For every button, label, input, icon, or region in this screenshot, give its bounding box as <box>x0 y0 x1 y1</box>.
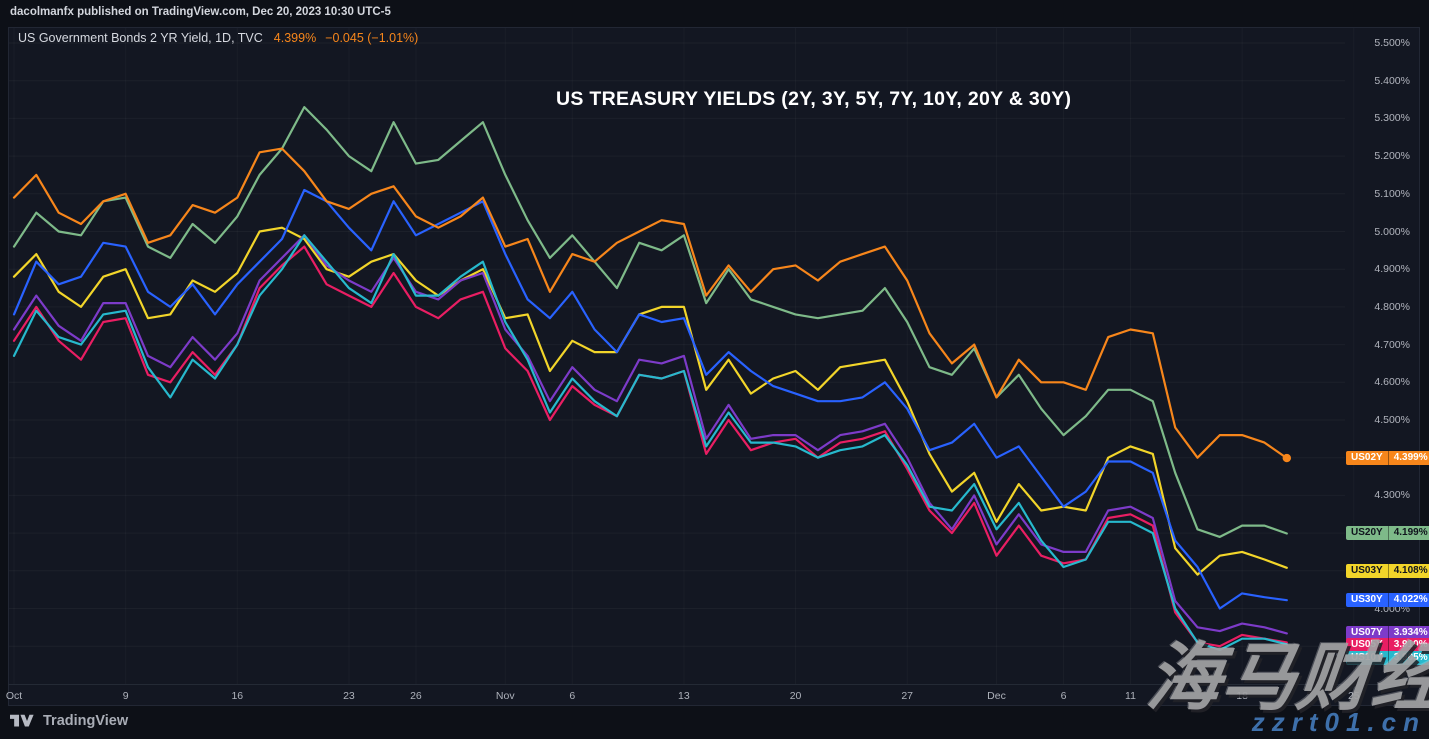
price-flag-us20y[interactable]: US20Y 4.199% <box>1346 526 1429 541</box>
price-tick-label: 5.500% <box>1374 37 1410 49</box>
flag-value: 4.399% <box>1387 451 1429 466</box>
price-tick-label: 4.500% <box>1374 414 1410 426</box>
legend-change: −0.045 (−1.01%) <box>325 31 419 45</box>
flag-value: 3.905% <box>1387 651 1429 666</box>
flag-symbol: US30Y <box>1351 594 1383 606</box>
price-flag-us02y[interactable]: US02Y 4.399% <box>1346 451 1429 466</box>
time-tick-label: 6 <box>1060 690 1067 702</box>
legend-values: 4.399% −0.045 (−1.01%) <box>274 31 419 45</box>
time-tick-label: 13 <box>678 690 690 702</box>
tradingview-logo-icon <box>10 713 35 729</box>
chart-legend[interactable]: US Government Bonds 2 YR Yield, 1D, TVC … <box>18 31 418 45</box>
flag-symbol: US20Y <box>1351 527 1383 539</box>
flag-value: 3.934% <box>1387 626 1429 641</box>
time-tick-label: 18 <box>1236 690 1248 702</box>
price-tick-label: 5.300% <box>1374 112 1410 125</box>
time-tick-label: Nov <box>495 690 515 702</box>
price-tick-label: 5.000% <box>1374 225 1410 238</box>
time-tick-label: 6 <box>569 690 576 702</box>
price-flag-us30y[interactable]: US30Y 4.022% <box>1346 593 1429 608</box>
time-tick-label: 9 <box>122 690 129 702</box>
flag-symbol: US03Y <box>1351 564 1383 576</box>
price-flag-us07y[interactable]: US07Y 3.934% <box>1346 626 1429 641</box>
chart-widget[interactable] <box>8 27 1420 706</box>
price-tick-label: 4.800% <box>1374 300 1410 313</box>
legend-last-price: 4.399% <box>273 31 317 45</box>
tradingview-brand[interactable]: TradingView <box>10 713 128 729</box>
price-flag-us10y[interactable]: US10Y 3.905% <box>1346 651 1429 666</box>
time-tick-label: 27 <box>901 690 914 702</box>
time-tick-label: 16 <box>231 690 244 702</box>
price-tick-label: 4.300% <box>1374 489 1410 502</box>
time-tick-label: 20 <box>789 690 802 702</box>
flag-symbol: US05Y <box>1351 639 1383 651</box>
price-tick-label: 4.600% <box>1374 376 1410 389</box>
chart-title-text: US TREASURY YIELDS (2Y, 3Y, 5Y, 7Y, 10Y,… <box>556 88 1072 110</box>
price-tick-label: 4.700% <box>1374 338 1410 351</box>
flag-value: 4.022% <box>1387 593 1429 608</box>
flag-value: 4.108% <box>1387 563 1429 578</box>
price-tick-label: 5.400% <box>1374 74 1410 87</box>
time-tick-label: Dec <box>987 690 1006 702</box>
time-tick-label: 11 <box>1125 690 1136 702</box>
publish-bar-text: dacolmanfx published on TradingView.com,… <box>10 6 391 18</box>
legend-symbol-title[interactable]: US Government Bonds 2 YR Yield, 1D, TVC <box>18 31 263 45</box>
watermark-url: zzrt01.cn <box>1251 707 1426 737</box>
time-tick-label: 26 <box>410 690 422 702</box>
price-tick-label: 4.900% <box>1374 263 1410 276</box>
flag-value: 3.910% <box>1387 638 1429 653</box>
price-flag-us05y[interactable]: US05Y 3.910% <box>1346 638 1429 653</box>
tradingview-wordmark: TradingView <box>43 713 129 729</box>
time-tick-label: 23 <box>343 690 355 702</box>
time-tick-label: 25 <box>1347 690 1360 702</box>
price-tick-label: 5.200% <box>1374 150 1410 163</box>
price-tick-label: 5.100% <box>1374 187 1410 200</box>
time-axis-divider <box>8 684 1420 685</box>
flag-value: 4.199% <box>1387 526 1429 541</box>
flag-symbol: US10Y <box>1351 652 1383 664</box>
flag-symbol: US02Y <box>1351 452 1383 464</box>
time-tick-label: Oct <box>5 690 23 702</box>
price-flag-us03y[interactable]: US03Y 4.108% <box>1346 563 1429 578</box>
flag-symbol: US07Y <box>1351 627 1383 639</box>
